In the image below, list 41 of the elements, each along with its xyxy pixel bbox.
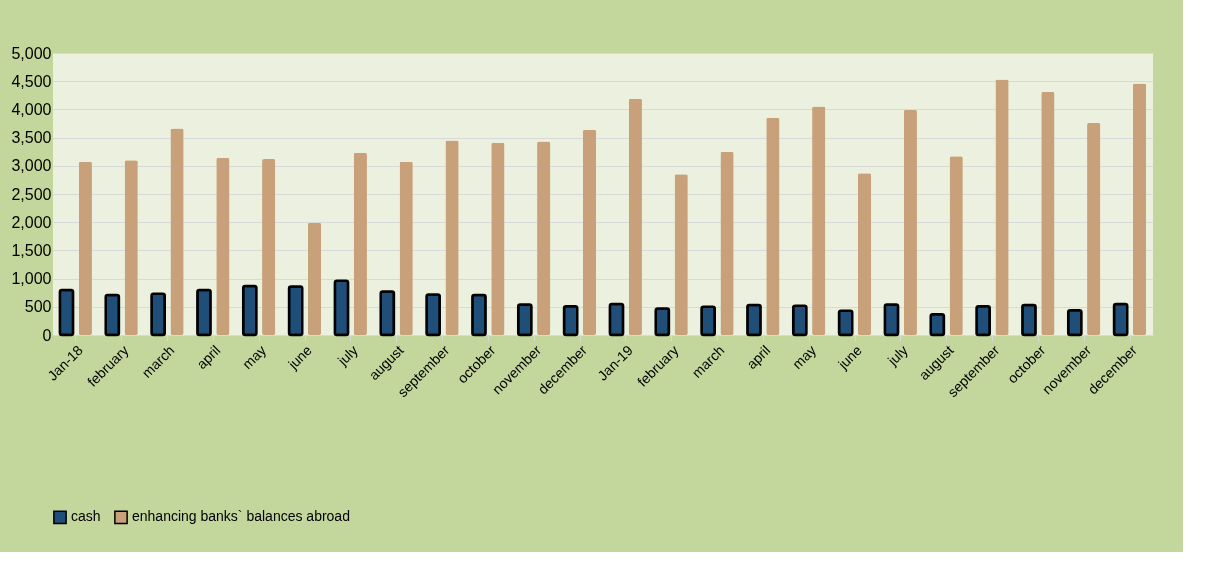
y-tick-label: 1,000 [11, 270, 52, 288]
bar [812, 106, 826, 335]
bar [537, 141, 551, 335]
bar [445, 140, 459, 335]
y-tick-label: 3,000 [11, 157, 52, 175]
bar [674, 174, 688, 335]
legend-label: cash [71, 508, 101, 525]
bar [995, 79, 1009, 335]
x-tick-label: may [789, 342, 820, 373]
bar [353, 152, 367, 335]
bar [1087, 122, 1101, 335]
bar [307, 222, 322, 335]
y-tick-label: 3,500 [11, 129, 52, 147]
bar [399, 161, 413, 335]
bar [491, 142, 505, 335]
bar [262, 159, 276, 335]
bar [628, 98, 642, 335]
y-tick-label: 500 [24, 298, 52, 316]
bar [1132, 83, 1147, 335]
y-tick-label: 1,500 [11, 241, 52, 259]
bar [78, 161, 92, 335]
bar [1041, 91, 1055, 335]
y-tick-label: 4,000 [11, 100, 52, 118]
bar [949, 156, 963, 335]
bar [766, 117, 780, 335]
x-tick-label: july [883, 342, 911, 369]
bar [903, 109, 917, 335]
y-tick-label: 4,500 [11, 72, 52, 90]
bar [582, 129, 597, 335]
x-tick-label: may [239, 342, 270, 373]
bar [124, 160, 138, 335]
bar [857, 173, 872, 335]
y-tick-label: 2,500 [11, 185, 52, 203]
y-tick-label: 5,000 [11, 44, 52, 62]
legend-label: enhancing banks` balances abroad [132, 508, 350, 525]
bar [720, 151, 734, 335]
bar [216, 157, 230, 335]
bar [170, 128, 184, 335]
y-tick-label: 0 [42, 326, 52, 344]
x-tick-label: july [333, 342, 361, 369]
y-tick-label: 2,000 [11, 213, 52, 231]
